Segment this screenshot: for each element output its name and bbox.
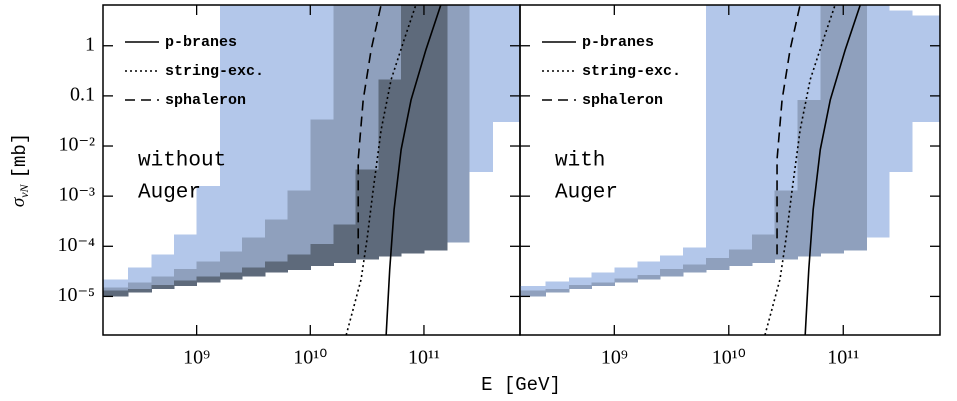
- band-cell: [728, 249, 753, 267]
- band-cell: [310, 244, 334, 267]
- x-tick-label: 10¹¹: [827, 347, 859, 369]
- band-cell: [378, 79, 402, 257]
- band-cell: [151, 284, 175, 290]
- band-cell: [103, 290, 129, 297]
- band-cell: [568, 277, 592, 290]
- band-cell: [265, 219, 288, 273]
- annotation: with: [555, 150, 605, 173]
- band-cell: [333, 224, 357, 264]
- curve: [345, 5, 417, 335]
- band-cell: [219, 251, 243, 280]
- band-cell: [774, 190, 799, 260]
- x-tick-label: 10⁹: [601, 347, 628, 369]
- plot-area: [103, 5, 520, 335]
- legend-label: string-exc.: [582, 63, 681, 80]
- band-cell: [591, 282, 615, 287]
- legend-label: p-branes: [165, 34, 237, 51]
- curve: [804, 5, 862, 335]
- band-cell: [355, 169, 380, 260]
- band-cell: [843, 5, 868, 251]
- band-cell: [797, 99, 821, 257]
- y-label-subscript: νN: [17, 183, 31, 197]
- x-tick-label: 10¹⁰: [293, 347, 327, 369]
- annotation: without: [138, 150, 226, 173]
- band-cell: [820, 5, 844, 254]
- band-cell: [888, 10, 913, 173]
- band-cell: [568, 284, 592, 290]
- band-cell: [492, 5, 520, 123]
- band-cell: [219, 272, 243, 280]
- x-tick-label: 10¹⁰: [712, 347, 746, 369]
- curve: [764, 5, 836, 335]
- band-cell: [866, 5, 890, 238]
- plot-area: [520, 5, 940, 335]
- y-tick-label: 10⁻²: [58, 134, 95, 156]
- y-label-symbol: σ: [8, 197, 29, 207]
- band-cell: [128, 282, 152, 293]
- legend-label: p-branes: [582, 34, 654, 51]
- band-cell: [545, 281, 570, 293]
- band-cell: [287, 190, 311, 270]
- band-cell: [752, 5, 775, 264]
- band-cell: [752, 234, 775, 264]
- annotation: Auger: [555, 182, 618, 205]
- band-cell: [637, 261, 661, 280]
- band-cell: [401, 5, 425, 254]
- band-cell: [912, 15, 940, 123]
- band-cell: [520, 290, 546, 297]
- band-cell: [423, 5, 448, 251]
- y-tick-label: 0.1: [70, 83, 95, 105]
- legend-label: sphaleron: [582, 92, 663, 109]
- x-tick-label: 10¹¹: [408, 347, 440, 369]
- y-tick-label: 10⁻⁵: [57, 284, 95, 306]
- band-cell: [469, 5, 493, 173]
- x-axis-label: E [GeV]: [481, 374, 561, 396]
- band-cell: [241, 237, 266, 277]
- legend-label: sphaleron: [165, 92, 246, 109]
- y-label-unit: [mb]: [9, 133, 31, 179]
- y-axis-label: σνN [mb]: [8, 133, 31, 207]
- band-cell: [287, 254, 311, 270]
- axes-frame: [519, 4, 941, 336]
- band-cell: [219, 5, 243, 280]
- band-cell: [265, 261, 288, 273]
- band-cell: [659, 269, 684, 277]
- band-cell: [637, 274, 661, 280]
- y-tick-label: 10⁻³: [58, 184, 95, 206]
- band-cell: [705, 257, 730, 270]
- band-cell: [683, 264, 707, 273]
- band-cell: [196, 276, 221, 283]
- band-cell: [333, 5, 357, 264]
- band-cell: [241, 5, 266, 277]
- band-cell: [728, 5, 753, 267]
- y-tick-label: 1: [85, 33, 95, 55]
- band-cell: [705, 5, 730, 270]
- band-cell: [310, 119, 334, 267]
- band-cell: [241, 267, 266, 277]
- annotation: Auger: [138, 182, 201, 205]
- band-cell: [447, 5, 470, 243]
- band-cell: [173, 280, 198, 287]
- band-cell: [614, 278, 639, 283]
- x-tick-label: 10⁹: [183, 347, 210, 369]
- band-cell: [545, 289, 570, 293]
- y-tick-label: 10⁻⁴: [57, 234, 95, 256]
- band-cell: [128, 289, 152, 293]
- legend-label: string-exc.: [165, 63, 264, 80]
- band-cell: [196, 185, 221, 283]
- curve: [385, 5, 442, 335]
- band-cell: [265, 5, 288, 273]
